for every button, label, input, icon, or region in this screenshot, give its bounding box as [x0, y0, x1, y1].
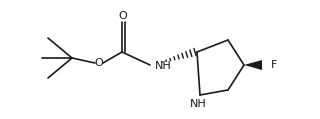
Text: NH: NH	[190, 99, 206, 109]
Text: NH: NH	[155, 61, 172, 71]
Text: F: F	[271, 60, 277, 70]
Polygon shape	[244, 60, 262, 70]
Text: O: O	[119, 11, 127, 21]
Text: O: O	[95, 58, 103, 68]
